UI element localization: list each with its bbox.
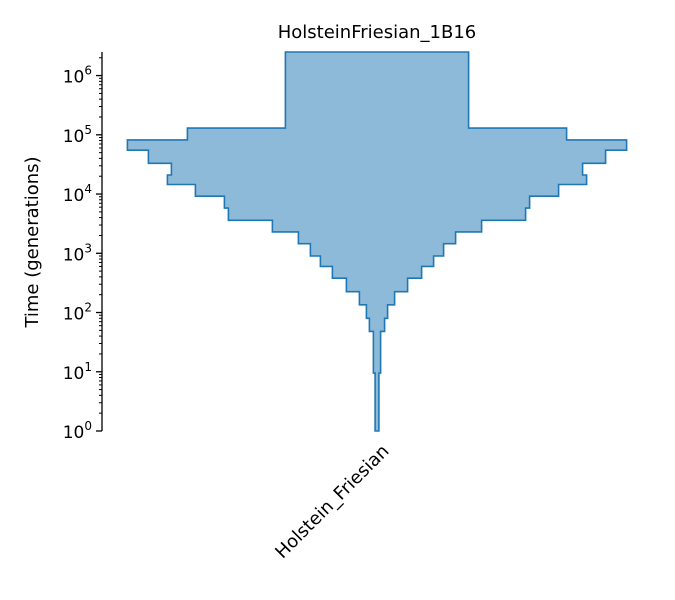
y-tick-label: 104	[63, 182, 92, 206]
y-tick-label: 103	[63, 241, 92, 265]
deme-area-holstein-friesian	[126, 51, 628, 432]
y-axis-label: Time (generations)	[22, 156, 43, 328]
y-tick-label: 101	[63, 360, 92, 384]
x-category-label: Holstein_Friesian	[271, 441, 393, 563]
y-tick-label: 100	[63, 419, 92, 443]
chart-title: HolsteinFriesian_1B16	[278, 22, 477, 43]
y-tick-label: 106	[63, 64, 92, 88]
y-tick-label: 102	[63, 301, 92, 325]
y-axis-ticks: 100 101 102 103 104 105 106	[63, 57, 102, 443]
y-tick-label: 105	[63, 123, 92, 147]
